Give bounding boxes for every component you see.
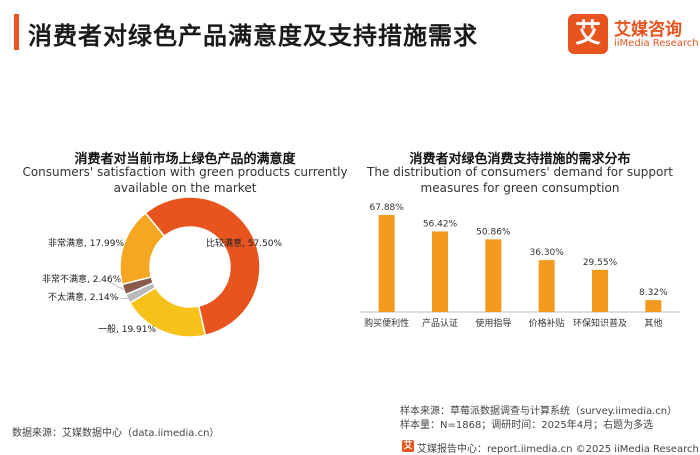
bar-category-label-1: 产品认证 [422, 317, 458, 329]
pie-chart-subtitle: Consumers' satisfaction with green produ… [22, 165, 348, 195]
pie-leader-line-2 [109, 296, 128, 300]
bar-category-label-3: 价格补贴 [529, 317, 565, 329]
pie-slice-label-3: 非常不满意, 2.46% [42, 273, 122, 285]
bar-value-label-5: 8.32% [639, 288, 668, 298]
bar-value-label-1: 56.42% [423, 219, 458, 229]
title-accent-bar [14, 14, 19, 50]
bar-chart-subtitle: The distribution of consumers' demand fo… [367, 165, 673, 195]
bar-value-label-4: 29.55% [583, 258, 618, 268]
bar-2 [485, 239, 502, 312]
bar-value-label-2: 50.86% [476, 227, 511, 237]
bar-5 [645, 300, 662, 312]
brand-logo: 艾 艾媒咨询 iiMedia Research [568, 14, 699, 54]
data-source-note: 数据来源：艾媒数据中心（data.iimedia.cn） [12, 428, 220, 439]
bar-category-label-5: 其他 [644, 317, 662, 329]
page-title: 消费者对绿色产品满意度及支持措施需求 [28, 22, 478, 50]
logo-text-en: iiMedia Research [614, 38, 699, 49]
pie-slice-4 [119, 212, 166, 286]
pie-slice-label-2: 不太满意, 2.14% [48, 291, 119, 303]
sample-source-note: 样本来源：草莓派数据调查与计算系统（survey.iimedia.cn） [400, 406, 678, 417]
bar-category-label-4: 环保知识普及 [573, 317, 627, 329]
bar-category-label-0: 购买便利性 [364, 317, 409, 329]
satisfaction-donut-chart: 比较满意, 57.50% 一般, 19.91% 不太满意, 2.14% 非常不满意, … [42, 196, 282, 338]
bar-value-label-0: 67.88% [370, 203, 405, 213]
pie-slice-label-1: 一般, 19.91% [98, 323, 156, 335]
report-center-note: 艾媒报告中心：report.iimedia.cn ©2025 iiMedia R… [417, 444, 700, 455]
pie-slice-label-0: 比较满意, 57.50% [206, 237, 282, 249]
sample-size-note: 样本量：N=1868；调研时间：2025年4月；右题为多选 [400, 420, 654, 431]
logo-mark-icon: 艾 [568, 14, 608, 54]
bar-category-label-2: 使用指导 [475, 317, 511, 329]
bar-chart-title: 消费者对绿色消费支持措施的需求分布 [409, 152, 631, 167]
support-measures-bar-chart: 67.88% 购买便利性 56.42% 产品认证 50.86% 使用指导 36.30% 价格补… [360, 203, 680, 329]
pie-slice-label-4: 非常满意, 17.99% [48, 237, 124, 249]
pie-leader-line-3 [103, 278, 124, 290]
logo-text-cn: 艾媒咨询 [614, 20, 682, 40]
pie-chart-title: 消费者对当前市场上绿色产品的满意度 [74, 152, 296, 167]
bar-4 [592, 269, 608, 312]
footer-logo-icon: 艾 [402, 440, 414, 452]
bar-0 [378, 215, 395, 312]
bar-1 [432, 231, 448, 312]
pie-slice-0 [144, 196, 261, 337]
bar-value-label-3: 36.30% [530, 248, 565, 258]
bar-3 [538, 260, 555, 312]
